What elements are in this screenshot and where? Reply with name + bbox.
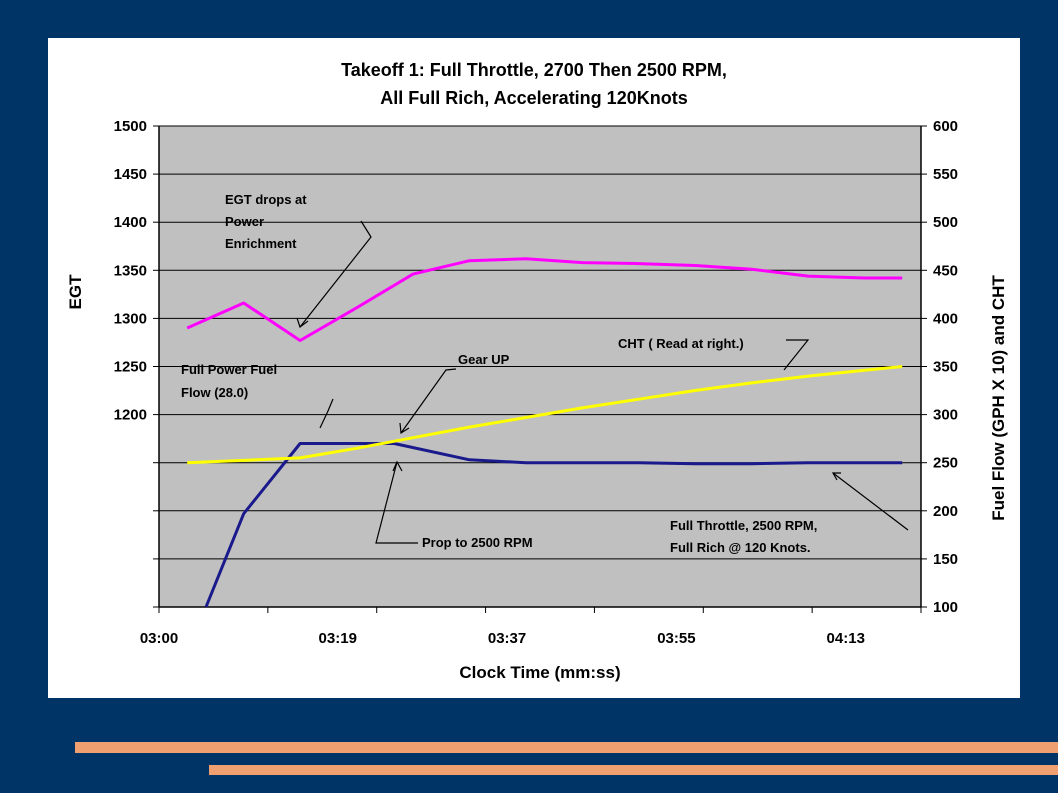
annotation-leader-gear bbox=[400, 368, 457, 434]
annotation-gear-up: Gear UP bbox=[458, 352, 510, 367]
decorative-stripe-top bbox=[75, 742, 1058, 753]
y-right-tick-label: 150 bbox=[933, 551, 958, 568]
annotation-leader-egt-arrow bbox=[296, 317, 309, 328]
annotation-leader-throttle-arrow bbox=[831, 472, 841, 481]
y-left-tick-label: 1400 bbox=[114, 214, 147, 231]
annotation-full-throttle-120: Full Throttle, 2500 RPM, Full Rich @ 120… bbox=[670, 518, 817, 555]
x-tick-label: 03:19 bbox=[319, 630, 357, 647]
y-axis-left-title: EGT bbox=[66, 274, 85, 310]
y-right-tick-label: 450 bbox=[933, 262, 958, 279]
y-left-tick-label: 1200 bbox=[114, 407, 147, 424]
x-tick-label: 03:37 bbox=[488, 630, 526, 647]
annotation-leader-cht bbox=[783, 339, 810, 371]
y-left-tick-label: 1350 bbox=[114, 262, 147, 279]
y-right-tick-label: 550 bbox=[933, 166, 958, 183]
y-right-tick-label: 200 bbox=[933, 503, 958, 520]
annotation-leader-gear-arrow bbox=[399, 422, 410, 435]
annotation-text: CHT ( Read at right.) bbox=[618, 336, 744, 351]
annotation-text: Enrichment bbox=[225, 236, 297, 251]
y-right-tick-label: 250 bbox=[933, 455, 958, 472]
annotation-text: Flow (28.0) bbox=[181, 385, 248, 400]
annotation-text: Full Rich @ 120 Knots. bbox=[670, 540, 811, 555]
annotation-leader-fuel bbox=[319, 398, 334, 429]
annotation-text: Gear UP bbox=[458, 352, 510, 367]
annotation-prop-2500: Prop to 2500 RPM bbox=[422, 535, 533, 550]
y-right-tick-label: 100 bbox=[933, 599, 958, 616]
line-chart: Takeoff 1: Full Throttle, 2700 Then 2500… bbox=[66, 60, 1008, 682]
y-right-tick-label: 400 bbox=[933, 310, 958, 327]
x-tick-label: 03:55 bbox=[657, 630, 695, 647]
annotation-leader-throttle bbox=[832, 472, 909, 531]
annotation-text: Full Throttle, 2500 RPM, bbox=[670, 518, 817, 533]
y-left-tick-label: 1250 bbox=[114, 359, 147, 376]
y-left-tick-label: 1300 bbox=[114, 310, 147, 327]
series-line-egt bbox=[186, 257, 903, 342]
y-right-tick-label: 500 bbox=[933, 214, 958, 231]
annotation-text: Prop to 2500 RPM bbox=[422, 535, 533, 550]
annotation-leader-prop-arrow bbox=[392, 460, 403, 472]
annotation-leader-prop bbox=[375, 461, 418, 544]
x-tick-label: 03:00 bbox=[140, 630, 178, 647]
annotation-full-power-fuel-flow: Full Power Fuel Flow (28.0) bbox=[181, 362, 277, 400]
series-line-fuel_flow bbox=[204, 442, 903, 608]
chart-panel: Takeoff 1: Full Throttle, 2700 Then 2500… bbox=[48, 38, 1020, 698]
decorative-stripe-bottom bbox=[209, 765, 1058, 775]
annotation-text: Power bbox=[225, 214, 264, 229]
annotation-text: EGT drops at bbox=[225, 192, 307, 207]
annotation-egt-drops: EGT drops at Power Enrichment bbox=[225, 192, 307, 251]
x-axis-title: Clock Time (mm:ss) bbox=[459, 663, 620, 682]
y-right-tick-label: 600 bbox=[933, 118, 958, 135]
chart-title-line-1: Takeoff 1: Full Throttle, 2700 Then 2500… bbox=[341, 60, 727, 80]
y-axis-right-title: Fuel Flow (GPH X 10) and CHT bbox=[989, 275, 1008, 521]
annotation-cht: CHT ( Read at right.) bbox=[618, 336, 744, 351]
y-left-tick-label: 1450 bbox=[114, 166, 147, 183]
chart-title-line-2: All Full Rich, Accelerating 120Knots bbox=[380, 88, 687, 108]
x-tick-label: 04:13 bbox=[827, 630, 865, 647]
y-left-tick-label: 1500 bbox=[114, 118, 147, 135]
y-right-tick-label: 300 bbox=[933, 407, 958, 424]
annotation-text: Full Power Fuel bbox=[181, 362, 277, 377]
y-right-tick-label: 350 bbox=[933, 359, 958, 376]
annotation-leader-egt bbox=[299, 220, 372, 328]
